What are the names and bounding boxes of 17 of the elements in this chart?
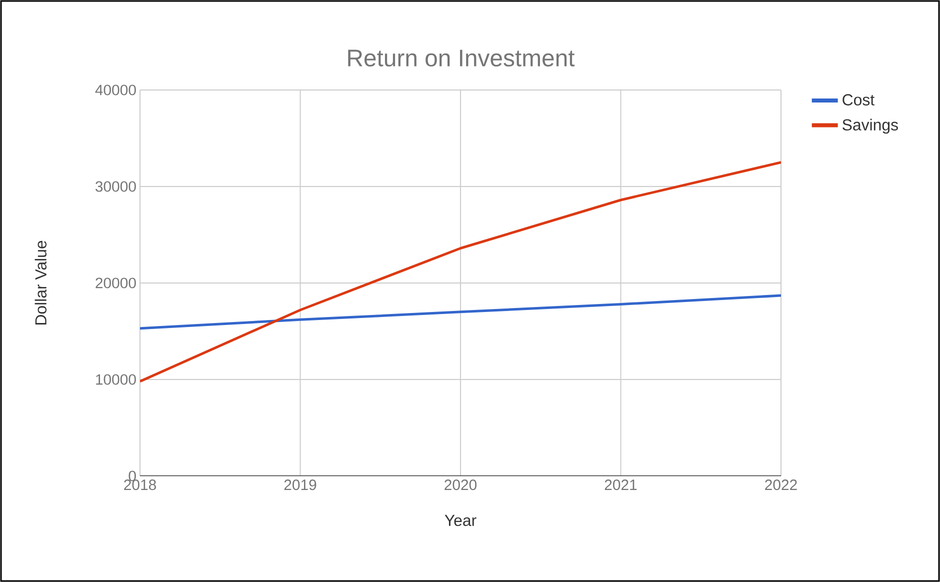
y-tick-label: 40000 (95, 84, 136, 96)
x-tick-label: 2018 (124, 480, 156, 490)
x-axis-title: Year (444, 514, 476, 526)
legend-label: Cost (842, 94, 874, 106)
y-tick-label: 30000 (95, 181, 136, 192)
line-series (140, 161, 782, 383)
legend-label: Savings (842, 118, 898, 134)
y-tick-label: 20000 (96, 278, 136, 288)
y-tick-label: 0 (128, 470, 136, 482)
line-series (140, 294, 782, 330)
y-tick-label: 10000 (96, 374, 136, 385)
y-axis-title: Dollar Value (34, 240, 47, 324)
x-tick-label: 2019 (284, 480, 316, 490)
chart-title: Return on Investment (348, 50, 575, 66)
x-tick-label: 2021 (604, 480, 637, 490)
x-tick-label: 2020 (444, 480, 477, 490)
x-tick-label: 2022 (765, 480, 797, 490)
